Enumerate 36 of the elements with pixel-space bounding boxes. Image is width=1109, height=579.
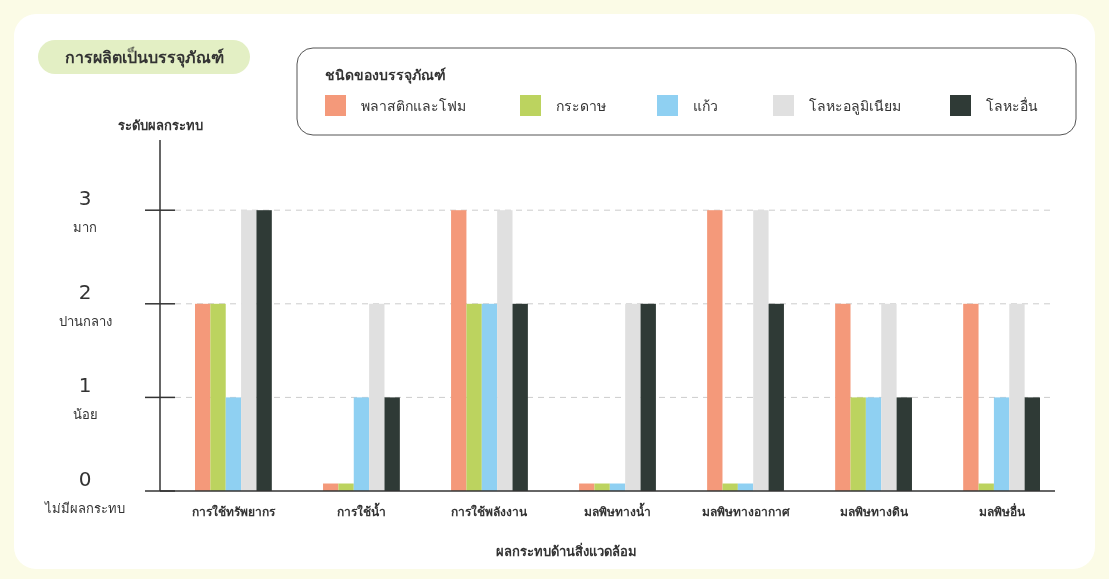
bar — [369, 303, 385, 491]
y-axis-title: ระดับผลกระทบ — [117, 118, 203, 133]
bar — [753, 210, 769, 491]
bar — [1009, 303, 1025, 491]
bar — [451, 210, 467, 491]
legend-label: กระดาษ — [556, 98, 606, 114]
bar — [881, 303, 897, 491]
x-tick-label: มลพิษอื่น — [978, 503, 1026, 519]
bar — [707, 210, 723, 491]
legend-label: พลาสติกและโฟม — [361, 98, 466, 114]
legend-label: แก้ว — [693, 98, 718, 114]
bar — [225, 397, 242, 491]
bar — [850, 397, 866, 491]
legend-label: โลหะอื่น — [986, 97, 1038, 114]
bar — [835, 303, 851, 491]
bar — [210, 303, 226, 491]
bar — [993, 397, 1010, 491]
chart-title: การผลิตเป็นบรรจุภัณฑ์ — [64, 46, 224, 68]
x-tick-label: มลพิษทางอากาศ — [701, 505, 790, 519]
x-tick-label: มลพิษทางดิน — [839, 505, 909, 519]
x-tick-label: การใช้ทรัพยากร — [191, 504, 276, 519]
bar — [497, 210, 513, 491]
x-axis-title: ผลกระทบด้านสิ่งแวดล้อม — [495, 542, 637, 559]
x-tick-label: มลพิษทางน้ำ — [584, 502, 651, 519]
x-tick-label: การใช้น้ำ — [336, 502, 386, 519]
x-tick-label: การใช้พลังงาน — [451, 504, 529, 519]
bar — [625, 303, 641, 491]
bar — [481, 303, 498, 491]
bar — [195, 303, 211, 491]
bar — [241, 210, 257, 491]
legend-label: โลหะอลูมิเนียม — [809, 98, 901, 115]
bar — [466, 303, 482, 491]
bar — [353, 397, 370, 491]
bar — [963, 303, 979, 491]
bar — [865, 397, 882, 491]
legend-title: ชนิดของบรรจุภัณฑ์ — [325, 67, 446, 84]
